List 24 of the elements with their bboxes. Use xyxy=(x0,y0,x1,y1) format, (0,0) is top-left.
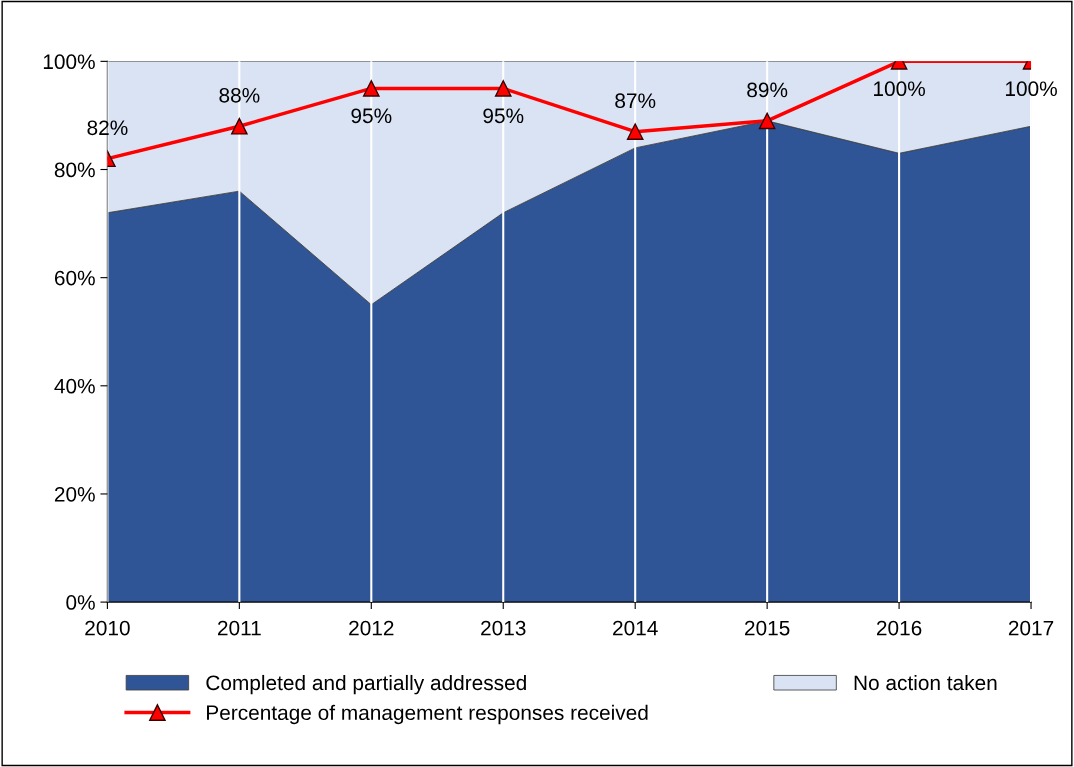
data-label: 87% xyxy=(615,93,656,109)
x-tick-label: 2016 xyxy=(876,620,922,636)
legend-label: Completed and partially addressed xyxy=(206,674,526,695)
y-tick-label: 60% xyxy=(54,270,95,286)
x-tick-label: 2015 xyxy=(745,620,790,636)
y-tick-label: 80% xyxy=(54,162,95,178)
y-tick-label: 100% xyxy=(43,54,95,70)
x-tick-label: 2012 xyxy=(349,620,394,636)
data-label: 95% xyxy=(351,108,392,124)
legend-label: No action taken xyxy=(854,674,997,691)
y-tick-label: 0% xyxy=(66,595,95,610)
data-label: 95% xyxy=(483,108,524,124)
y-tick-label: 40% xyxy=(54,378,95,394)
x-tick-label: 2010 xyxy=(85,620,130,636)
y-tick-label: 20% xyxy=(54,486,95,502)
data-label: 100% xyxy=(874,81,925,97)
x-tick-label: 2014 xyxy=(613,620,658,636)
legend-label: Percentage of management responses received xyxy=(207,704,648,725)
x-tick-label: 2013 xyxy=(481,620,526,636)
data-label: 89% xyxy=(747,82,788,98)
x-tick-label: 2011 xyxy=(217,620,261,636)
data-label: 100% xyxy=(1005,81,1057,97)
x-tick-label: 2017 xyxy=(1008,620,1054,636)
data-label: 88% xyxy=(219,87,260,103)
